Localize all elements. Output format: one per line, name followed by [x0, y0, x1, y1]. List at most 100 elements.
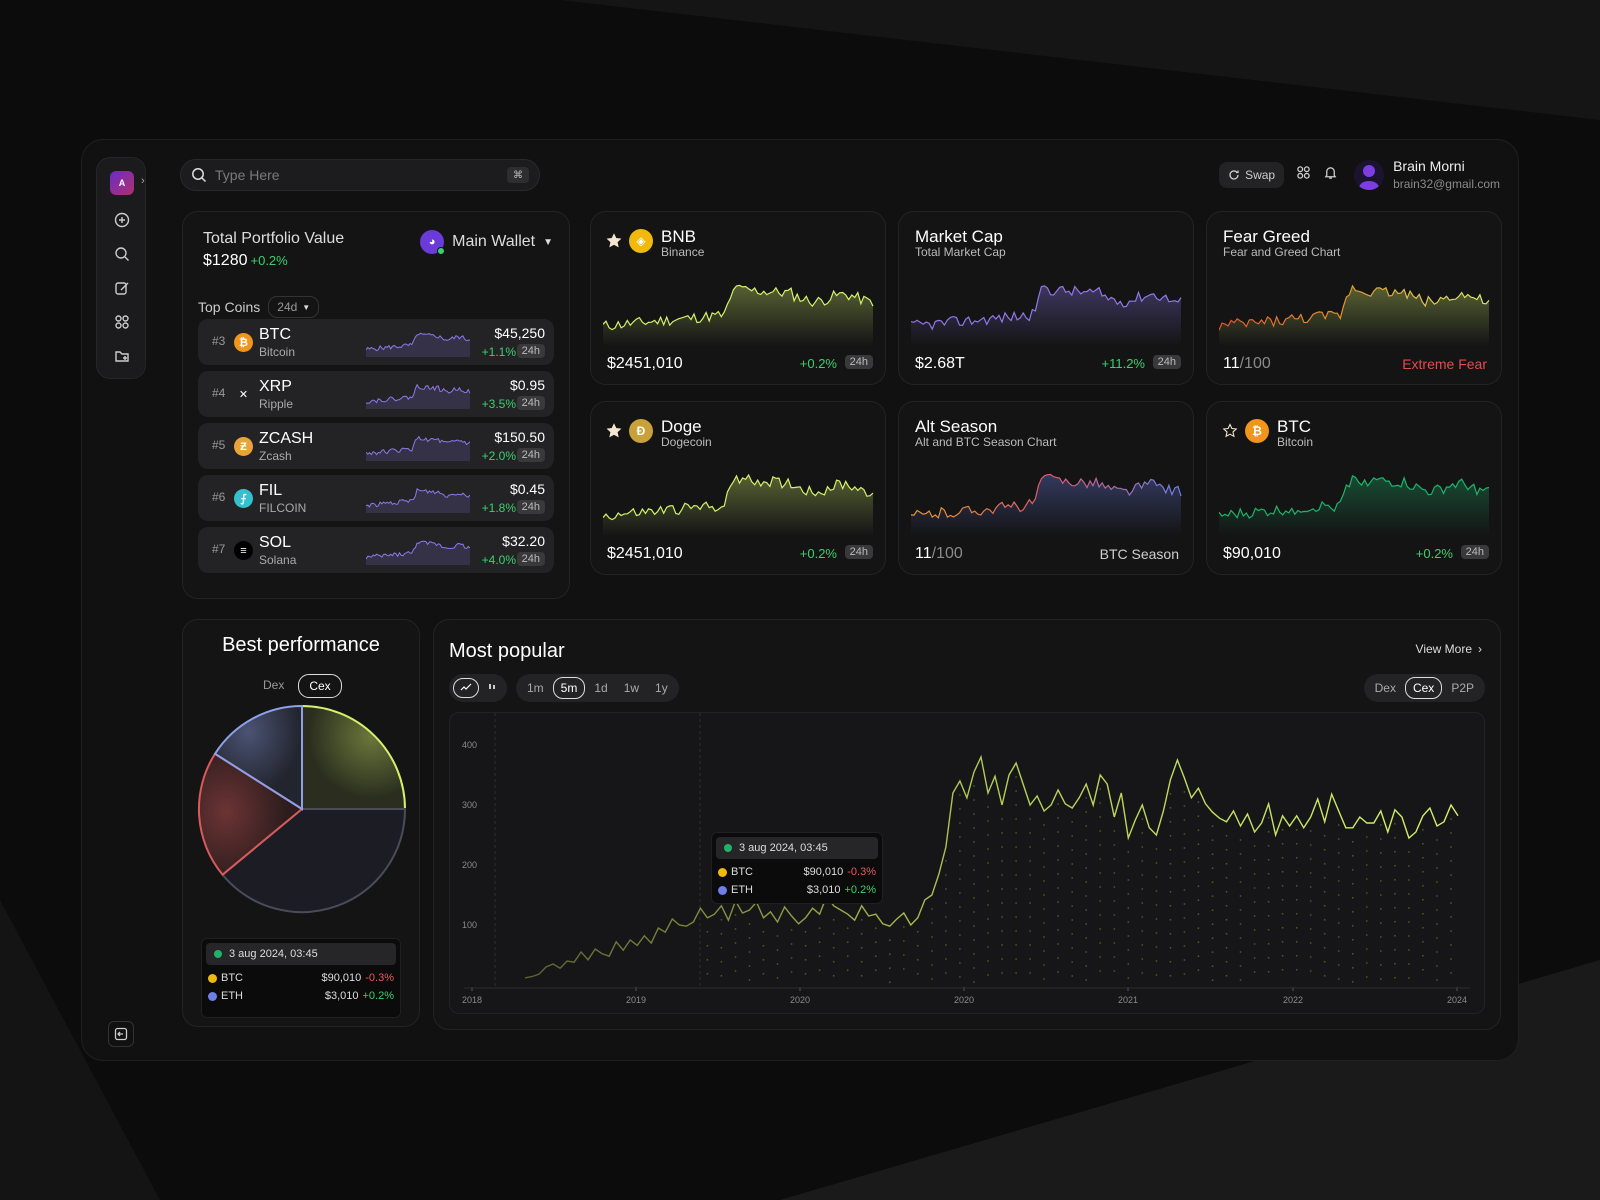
star-icon[interactable] [606, 233, 622, 254]
x-tick-label: 2024 [1447, 995, 1467, 1005]
coin-price: $32.20 [502, 533, 545, 549]
line-chart-icon[interactable] [453, 678, 479, 698]
best-performance-tabs: Dex Cex [253, 674, 342, 698]
tooltip-coin-change: -0.3% [847, 866, 876, 878]
card-title: Fear Greed [1223, 227, 1310, 246]
tooltip-date: 3 aug 2024, 03:45 [739, 842, 828, 854]
x-tick-label: 2020 [954, 995, 974, 1005]
card-change: +0.2% [799, 356, 837, 371]
x-tick-label: 2020 [790, 995, 810, 1005]
app-logo[interactable]: A [110, 171, 134, 195]
market-card-market-cap[interactable]: Market Cap Total Market Cap $2.68T +11.2… [898, 211, 1194, 385]
search-icon[interactable] [112, 244, 132, 264]
tab-dex[interactable]: Dex [263, 678, 285, 692]
best-performance-title: Best performance [222, 634, 380, 656]
market-p2p[interactable]: P2P [1451, 681, 1474, 695]
search-input[interactable] [215, 167, 499, 183]
card-score: 11/100 [1223, 355, 1271, 372]
card-chart [911, 285, 1182, 346]
tooltip-coin-price: $90,010 [321, 972, 362, 984]
period-badge: 24h [516, 552, 545, 566]
series-line [524, 754, 1459, 979]
tab-cex[interactable]: Cex [298, 674, 342, 698]
refresh-icon [1229, 169, 1239, 180]
market-card-bnb[interactable]: ◈ BNB Binance $2451,010 +0.2% 24h [590, 211, 886, 385]
star-icon[interactable] [1222, 423, 1238, 444]
coin-name: FILCOIN [259, 501, 307, 515]
tooltip-coin-name: ETH [221, 990, 243, 1002]
view-more-link[interactable]: View More › [1415, 642, 1482, 656]
pie-slice[interactable] [213, 704, 303, 811]
pie-slice[interactable] [301, 704, 407, 810]
coin-symbol: FIL [259, 482, 283, 499]
doge-icon: Ð [629, 419, 653, 443]
y-tick-label: 100 [462, 920, 477, 930]
range-1w[interactable]: 1w [623, 681, 640, 695]
range-5m[interactable]: 5m [552, 677, 586, 699]
coin-change: +4.0% [481, 553, 516, 567]
coin-sparkline [366, 383, 470, 409]
coin-sparkline [366, 540, 470, 565]
coin-row[interactable]: #6 ⨍ FIL FILCOIN $0.45 +1.8% 24h [198, 475, 554, 521]
xrp-icon: ✕ [234, 385, 253, 404]
star-icon[interactable] [606, 423, 622, 444]
search-bar[interactable]: ⌘ [180, 159, 540, 191]
coin-row[interactable]: #5 Ƶ ZCASH Zcash $150.50 +2.0% 24h [198, 423, 554, 469]
coin-rank: #3 [212, 334, 226, 348]
period-badge: 24h [516, 396, 545, 410]
portfolio-change: +0.2% [250, 253, 288, 268]
card-subtitle: Alt and BTC Season Chart [915, 435, 1057, 449]
tooltip-coin-name: ETH [731, 884, 753, 896]
edit-icon[interactable] [112, 278, 132, 298]
user-menu[interactable]: Brain Morni brain32@gmail.com [1354, 158, 1500, 191]
card-value: $90,010 [1223, 545, 1281, 562]
coin-row[interactable]: #4 ✕ XRP Ripple $0.95 +3.5% 24h [198, 371, 554, 417]
range-1y[interactable]: 1y [655, 681, 668, 695]
candlestick-icon[interactable] [481, 679, 503, 697]
folder-add-icon[interactable] [112, 346, 132, 366]
bnb-icon: ◈ [629, 229, 653, 253]
coin-price: $45,250 [494, 325, 545, 341]
card-subtitle: Binance [661, 245, 705, 259]
card-score: 11/100 [915, 545, 963, 562]
btc-icon: ₿ [234, 333, 253, 352]
pie-slice[interactable] [197, 752, 304, 877]
pie-slice[interactable] [221, 808, 407, 914]
range-1d[interactable]: 1d [594, 681, 608, 695]
market-card-btc[interactable]: ₿ BTC Bitcoin $90,010 +0.2% 24h [1206, 401, 1502, 575]
wallet-selector[interactable]: ◕ Main Wallet ▼ [420, 230, 553, 255]
coin-row[interactable]: #7 ≡ SOL Solana $32.20 +4.0% 24h [198, 527, 554, 573]
card-title: BTC [1277, 417, 1311, 436]
period-dropdown[interactable]: 24d ▼ [268, 296, 320, 318]
fil-icon: ⨍ [234, 489, 253, 508]
swap-button[interactable]: Swap [1219, 161, 1285, 188]
market-selector: Dex Cex P2P [1363, 674, 1485, 702]
card-title: Alt Season [915, 417, 998, 436]
bell-icon[interactable] [1323, 165, 1338, 185]
coin-row[interactable]: #3 ₿ BTC Bitcoin $45,250 +1.1% 24h [198, 319, 554, 365]
wallet-name: Main Wallet [452, 233, 536, 250]
chart-tooltip: 3 aug 2024, 03:45 BTC $90,010 -0.3% ETH $3,… [711, 832, 883, 904]
period-badge: 24h [844, 545, 873, 559]
x-tick-label: 2019 [626, 995, 646, 1005]
apps-grid-icon[interactable] [112, 312, 132, 332]
market-card-fear-greed[interactable]: Fear Greed Fear and Greed Chart 11/100 E… [1206, 211, 1502, 385]
coin-name: Ripple [259, 397, 294, 411]
range-1m[interactable]: 1m [527, 681, 544, 695]
coin-price: $0.45 [509, 481, 545, 497]
sol-icon: ≡ [234, 541, 253, 560]
market-dex[interactable]: Dex [1374, 681, 1396, 695]
pie-tooltip: 3 aug 2024, 03:45 BTC $90,010 -0.3% ETH $3,… [201, 938, 401, 1018]
tooltip-coin-price: $90,010 [803, 866, 844, 878]
add-circle-icon[interactable] [112, 210, 132, 230]
coin-price: $150.50 [494, 429, 545, 445]
market-card-doge[interactable]: Ð Doge Dogecoin $2451,010 +0.2% 24h [590, 401, 886, 575]
apps-grid-icon[interactable] [1296, 165, 1311, 185]
btc-icon: ₿ [1245, 419, 1269, 443]
market-card-alt-season[interactable]: Alt Season Alt and BTC Season Chart 11/1… [898, 401, 1194, 575]
card-value: $2451,010 [607, 355, 683, 372]
market-cex[interactable]: Cex [1404, 677, 1443, 699]
chevron-right-icon[interactable]: › [141, 175, 145, 187]
coin-change: +2.0% [481, 449, 516, 463]
logout-icon[interactable] [108, 1021, 134, 1047]
